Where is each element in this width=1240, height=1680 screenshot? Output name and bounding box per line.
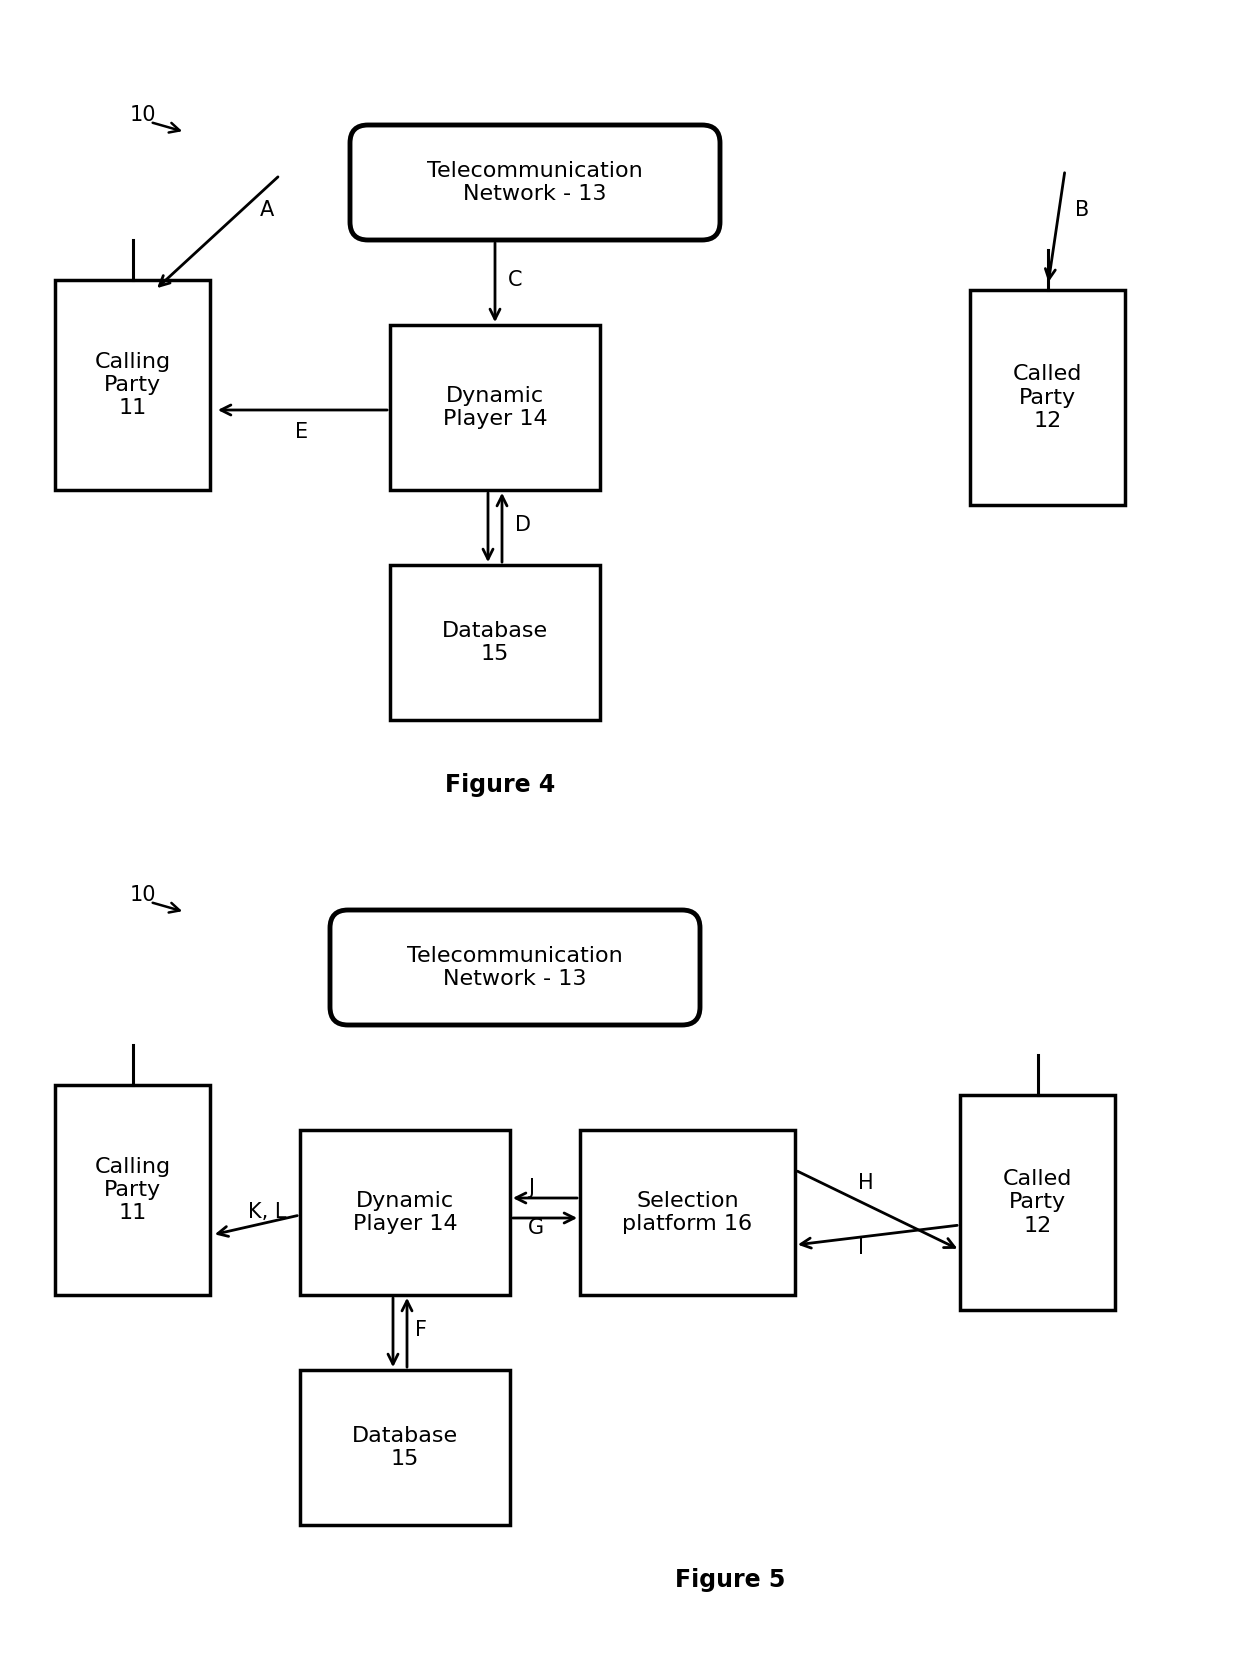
Text: Selection
platform 16: Selection platform 16: [622, 1191, 753, 1235]
Text: Calling
Party
11: Calling Party 11: [94, 351, 171, 418]
Text: Dynamic
Player 14: Dynamic Player 14: [352, 1191, 458, 1235]
Text: H: H: [858, 1173, 874, 1193]
Text: Dynamic
Player 14: Dynamic Player 14: [443, 386, 547, 428]
Bar: [55, 281, 210, 491]
FancyBboxPatch shape: [350, 124, 720, 240]
Bar: [391, 324, 600, 491]
Text: Figure 4: Figure 4: [445, 773, 556, 796]
Text: Called
Party
12: Called Party 12: [1003, 1169, 1073, 1236]
Text: C: C: [508, 270, 522, 291]
Bar: [970, 291, 1125, 506]
Text: Database
15: Database 15: [352, 1426, 458, 1468]
Text: J: J: [528, 1178, 534, 1198]
Text: G: G: [528, 1218, 544, 1238]
Text: Telecommunication
Network - 13: Telecommunication Network - 13: [427, 161, 642, 203]
Text: B: B: [1075, 200, 1089, 220]
Text: Called
Party
12: Called Party 12: [1013, 365, 1083, 430]
Text: I: I: [858, 1238, 864, 1258]
Text: 10: 10: [130, 885, 156, 906]
Text: 10: 10: [130, 104, 156, 124]
Bar: [580, 1131, 795, 1295]
Bar: [300, 1131, 510, 1295]
Text: Figure 5: Figure 5: [675, 1567, 785, 1593]
Text: E: E: [295, 422, 308, 442]
Bar: [960, 1095, 1115, 1310]
FancyBboxPatch shape: [330, 911, 701, 1025]
Text: Database
15: Database 15: [441, 622, 548, 664]
Bar: [55, 1085, 210, 1295]
Text: Telecommunication
Network - 13: Telecommunication Network - 13: [407, 946, 622, 990]
Bar: [391, 564, 600, 721]
Text: K, L: K, L: [248, 1201, 286, 1221]
Text: F: F: [415, 1320, 427, 1341]
Text: Calling
Party
11: Calling Party 11: [94, 1158, 171, 1223]
Text: D: D: [515, 516, 531, 534]
Bar: [300, 1369, 510, 1525]
Text: A: A: [260, 200, 274, 220]
